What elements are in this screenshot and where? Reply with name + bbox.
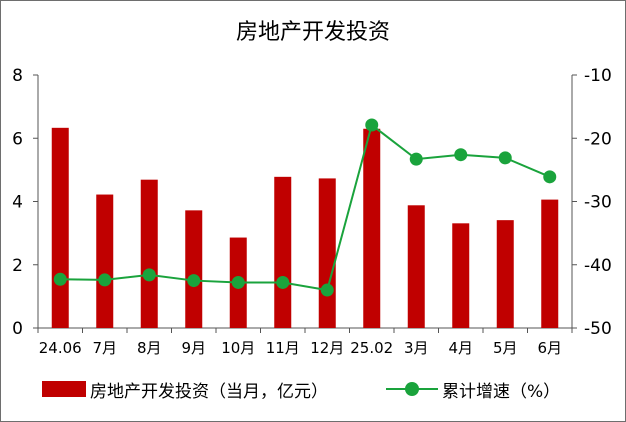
bar [140, 179, 158, 328]
left-tick-label: 6 [12, 129, 23, 149]
line-point [98, 273, 112, 287]
bar [51, 127, 69, 328]
growth-line [60, 123, 551, 292]
line-point [276, 275, 290, 289]
right-tick-label: -40 [584, 256, 612, 276]
line-point [543, 170, 557, 184]
bar [363, 128, 381, 328]
x-tick-label: 25.02 [350, 339, 393, 357]
bar [185, 210, 203, 328]
bar [274, 176, 292, 328]
bar [96, 194, 114, 328]
legend-bar-label: 房地产开发投资（当月，亿元） [90, 381, 328, 402]
legend-line-label: 累计增速（%） [442, 381, 561, 402]
bar [452, 223, 470, 328]
right-tick-label: -50 [584, 319, 612, 339]
bar [496, 220, 514, 328]
line-point [409, 152, 423, 166]
left-tick-label: 8 [12, 66, 23, 86]
x-tick-label: 24.06 [39, 339, 82, 357]
left-tick-label: 0 [12, 319, 23, 339]
legend: 房地产开发投资（当月，亿元） 累计增速（%） [0, 374, 626, 404]
x-tick-label: 11月 [266, 339, 300, 357]
bar [407, 205, 425, 328]
legend-line-swatch [386, 381, 438, 397]
right-tick-label: -10 [584, 66, 612, 86]
line-point [320, 283, 334, 297]
chart-title: 房地产开发投资 [235, 20, 390, 45]
x-tick-label: 4月 [448, 339, 473, 357]
line-point [365, 118, 379, 132]
line-point [187, 274, 201, 288]
bar [541, 199, 559, 328]
x-tick-label: 9月 [181, 339, 206, 357]
left-tick-label: 2 [12, 256, 23, 276]
line-point [454, 148, 468, 162]
line-point [53, 272, 67, 286]
x-tick-label: 3月 [404, 339, 429, 357]
bar [318, 178, 336, 328]
legend-bar-swatch [42, 381, 86, 397]
x-tick-label: 8月 [137, 339, 162, 357]
legend-item-line: 累计增速（%） [386, 374, 560, 404]
line-point [498, 151, 512, 165]
line-point [142, 268, 156, 282]
x-tick-label: 12月 [310, 339, 344, 357]
x-tick-label: 5月 [493, 339, 518, 357]
line-point [231, 275, 245, 289]
legend-item-bar: 房地产开发投资（当月，亿元） [42, 374, 328, 404]
x-tick-label: 6月 [537, 339, 562, 357]
right-tick-label: -20 [584, 129, 612, 149]
right-tick-label: -30 [584, 193, 612, 213]
left-tick-label: 4 [12, 193, 23, 213]
x-tick-label: 10月 [221, 339, 255, 357]
x-tick-label: 7月 [92, 339, 117, 357]
